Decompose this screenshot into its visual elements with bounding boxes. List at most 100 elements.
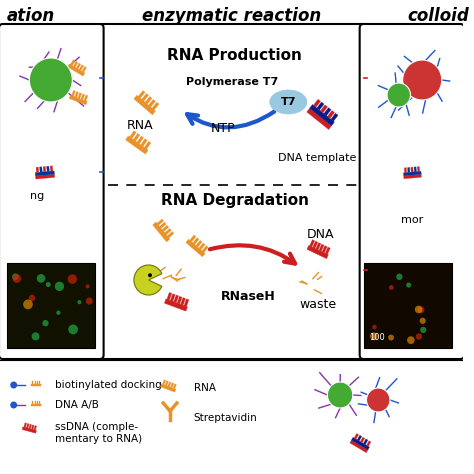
Circle shape <box>419 318 426 324</box>
Circle shape <box>42 320 49 327</box>
Polygon shape <box>71 60 75 65</box>
Polygon shape <box>35 401 36 404</box>
Polygon shape <box>324 108 331 116</box>
Polygon shape <box>317 102 324 110</box>
Text: DNA template: DNA template <box>278 153 357 163</box>
Polygon shape <box>184 299 189 307</box>
Text: ation: ation <box>7 7 55 25</box>
Text: 100: 100 <box>369 333 385 342</box>
Polygon shape <box>152 102 159 110</box>
Circle shape <box>77 300 82 304</box>
Polygon shape <box>22 427 36 433</box>
Circle shape <box>366 388 390 412</box>
Polygon shape <box>76 63 81 69</box>
Text: waste: waste <box>299 299 336 311</box>
Polygon shape <box>72 91 75 96</box>
Circle shape <box>407 336 415 344</box>
Circle shape <box>416 333 422 340</box>
Polygon shape <box>196 240 202 247</box>
FancyBboxPatch shape <box>360 24 464 359</box>
Text: enzymatic reaction: enzymatic reaction <box>142 7 321 25</box>
Polygon shape <box>32 401 34 404</box>
Polygon shape <box>31 404 41 406</box>
Circle shape <box>415 306 422 313</box>
Polygon shape <box>357 435 362 441</box>
Polygon shape <box>331 113 338 121</box>
Circle shape <box>148 273 152 277</box>
Polygon shape <box>325 247 330 255</box>
Polygon shape <box>142 93 148 101</box>
Circle shape <box>11 382 17 388</box>
Polygon shape <box>145 141 151 149</box>
Polygon shape <box>84 95 88 101</box>
Polygon shape <box>35 171 55 176</box>
Polygon shape <box>50 166 53 171</box>
Polygon shape <box>40 167 42 172</box>
Circle shape <box>388 335 394 340</box>
Polygon shape <box>159 222 166 228</box>
Circle shape <box>372 325 377 329</box>
Polygon shape <box>36 381 38 384</box>
Text: ng: ng <box>30 191 44 201</box>
Polygon shape <box>417 166 420 172</box>
Polygon shape <box>24 423 27 428</box>
Polygon shape <box>141 139 147 146</box>
Text: mentary to RNA): mentary to RNA) <box>55 434 142 444</box>
Polygon shape <box>79 65 83 71</box>
Polygon shape <box>316 243 321 250</box>
Circle shape <box>12 273 18 280</box>
Polygon shape <box>350 440 368 453</box>
Text: RNA Production: RNA Production <box>167 47 302 63</box>
Polygon shape <box>320 105 328 113</box>
Polygon shape <box>319 244 324 251</box>
Text: colloid: colloid <box>407 7 469 25</box>
Circle shape <box>418 306 424 313</box>
Polygon shape <box>35 381 36 384</box>
Polygon shape <box>186 239 205 257</box>
Circle shape <box>11 402 17 408</box>
Circle shape <box>46 282 51 287</box>
Text: T7: T7 <box>281 97 296 107</box>
Polygon shape <box>163 380 166 385</box>
Polygon shape <box>36 174 55 179</box>
Circle shape <box>32 332 39 340</box>
Bar <box>364 263 452 348</box>
Circle shape <box>12 274 21 283</box>
Polygon shape <box>39 381 40 384</box>
Polygon shape <box>170 294 175 301</box>
Polygon shape <box>75 91 79 98</box>
Polygon shape <box>322 246 327 253</box>
Polygon shape <box>160 384 176 392</box>
Polygon shape <box>173 384 176 389</box>
Polygon shape <box>82 66 86 73</box>
Circle shape <box>29 58 73 102</box>
Circle shape <box>387 83 410 107</box>
Polygon shape <box>43 166 46 172</box>
Polygon shape <box>34 426 36 430</box>
Polygon shape <box>404 168 407 173</box>
Circle shape <box>389 285 394 290</box>
Circle shape <box>403 60 442 100</box>
Bar <box>7 263 95 348</box>
Polygon shape <box>157 219 164 225</box>
Polygon shape <box>351 438 370 450</box>
Polygon shape <box>404 174 421 179</box>
Polygon shape <box>181 298 185 305</box>
Circle shape <box>406 283 411 288</box>
Polygon shape <box>307 246 328 259</box>
Polygon shape <box>153 222 170 242</box>
Circle shape <box>37 274 45 283</box>
Polygon shape <box>148 100 155 107</box>
Polygon shape <box>27 424 29 428</box>
Polygon shape <box>310 104 335 126</box>
Circle shape <box>29 295 35 301</box>
Polygon shape <box>403 171 421 176</box>
Circle shape <box>370 332 378 340</box>
Text: DNA: DNA <box>307 228 334 240</box>
Polygon shape <box>168 382 171 387</box>
Polygon shape <box>73 62 78 67</box>
Circle shape <box>86 284 90 288</box>
Polygon shape <box>408 167 410 173</box>
Polygon shape <box>145 96 152 104</box>
Circle shape <box>68 274 77 284</box>
